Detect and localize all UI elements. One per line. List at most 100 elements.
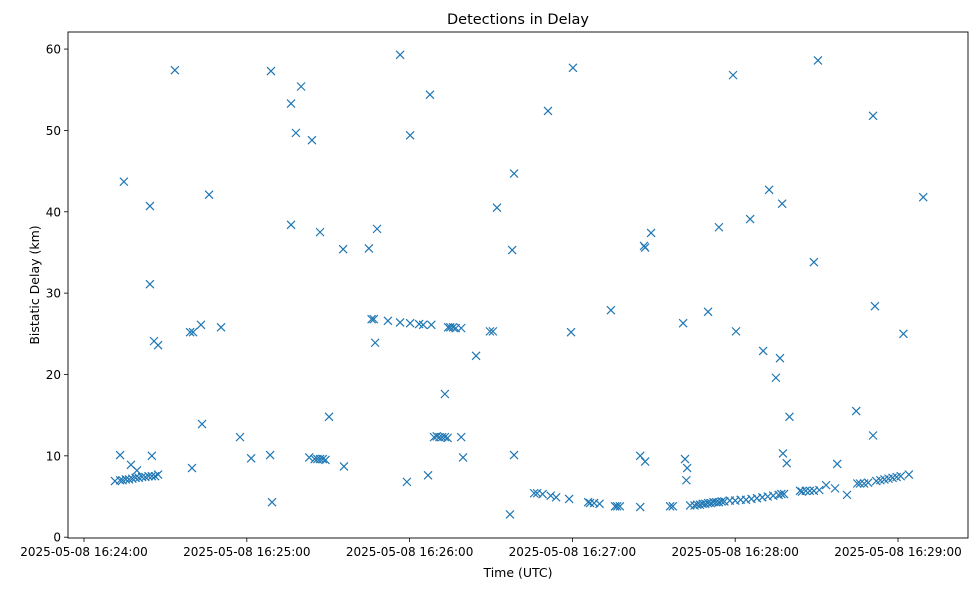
- data-point-marker: [785, 412, 794, 422]
- data-point-marker: [440, 432, 450, 442]
- data-point-marker: [144, 471, 154, 481]
- data-point-marker: [216, 322, 226, 332]
- data-point-marker: [870, 301, 880, 311]
- data-point-marker: [851, 406, 861, 416]
- data-point-marker: [507, 245, 517, 255]
- data-point-marker: [855, 479, 865, 488]
- data-point-marker: [868, 431, 878, 440]
- data-point-marker: [147, 451, 157, 461]
- data-point-marker: [813, 56, 823, 65]
- data-point-marker: [124, 475, 134, 484]
- data-point-marker: [904, 470, 914, 479]
- data-point-marker: [551, 492, 561, 502]
- data-point-marker: [778, 448, 788, 458]
- data-point-marker: [896, 471, 906, 481]
- data-point-marker: [568, 63, 578, 73]
- data-point-marker: [682, 463, 692, 473]
- data-point-marker: [615, 501, 625, 511]
- data-point-marker: [132, 466, 142, 475]
- data-point-marker: [370, 338, 380, 348]
- data-point-marker: [868, 111, 878, 121]
- y-tick-label: 0: [53, 531, 61, 545]
- data-point-marker: [830, 483, 840, 493]
- chart-title: Detections in Delay: [447, 12, 589, 28]
- data-point-marker: [758, 346, 768, 356]
- data-point-marker: [714, 222, 724, 232]
- data-point-marker: [324, 412, 334, 422]
- data-point-marker: [395, 50, 405, 60]
- data-point-marker: [678, 318, 688, 328]
- data-point-marker: [585, 498, 595, 508]
- data-point-marker: [703, 307, 713, 317]
- data-point-marker: [307, 135, 317, 145]
- data-point-marker: [529, 488, 539, 498]
- data-point-marker: [668, 501, 678, 511]
- data-point-marker: [814, 485, 824, 495]
- data-point-marker: [505, 509, 515, 519]
- x-tick-label: 2025-05-08 16:29:00: [834, 545, 961, 559]
- data-point-marker: [291, 128, 301, 138]
- data-point-marker: [267, 497, 277, 507]
- data-point-marker: [801, 486, 811, 496]
- data-point-marker: [635, 502, 645, 512]
- data-point-marker: [538, 489, 547, 499]
- data-point-marker: [564, 494, 574, 504]
- data-point-marker: [745, 214, 755, 224]
- data-point-marker: [265, 450, 275, 460]
- data-point-marker: [338, 244, 348, 254]
- data-point-marker: [443, 433, 453, 443]
- data-point-marker: [595, 499, 604, 509]
- data-point-marker: [640, 243, 650, 253]
- data-point-marker: [188, 327, 198, 337]
- data-point-marker: [296, 82, 306, 91]
- data-point-marker: [405, 130, 415, 140]
- data-point-marker: [367, 314, 377, 324]
- data-point-marker: [423, 470, 433, 480]
- data-point-marker: [612, 501, 622, 511]
- data-point-marker: [731, 326, 741, 336]
- data-point-marker: [771, 373, 781, 383]
- data-point-marker: [286, 99, 296, 109]
- data-point-marker: [286, 220, 296, 230]
- data-point-marker: [665, 501, 675, 511]
- data-point-marker: [426, 320, 436, 330]
- data-point-marker: [119, 177, 129, 187]
- y-tick-label: 20: [46, 368, 61, 382]
- data-point-marker: [546, 491, 556, 501]
- data-point-marker: [456, 323, 466, 333]
- data-point-marker: [383, 316, 393, 326]
- data-point-marker: [364, 243, 374, 253]
- data-point-marker: [728, 70, 738, 80]
- data-point-marker: [646, 228, 656, 238]
- data-point-marker: [458, 453, 468, 462]
- data-point-marker: [395, 317, 405, 327]
- x-axis-ticks: 2025-05-08 16:24:00 2025-05-08 16:25:00 20…: [20, 538, 962, 559]
- data-point-marker: [402, 477, 412, 487]
- data-point-marker: [777, 199, 787, 209]
- data-point-marker: [485, 326, 495, 336]
- data-point-marker: [852, 479, 862, 488]
- data-point-marker: [145, 279, 155, 289]
- data-point-marker: [918, 192, 928, 202]
- data-point-marker: [809, 257, 819, 267]
- data-point-marker: [456, 432, 466, 442]
- data-point-marker: [606, 305, 616, 315]
- data-point-marker: [304, 453, 314, 462]
- data-point-marker: [775, 353, 785, 363]
- data-point-marker: [145, 201, 155, 211]
- data-point-marker: [197, 419, 207, 429]
- data-point-marker: [405, 318, 415, 328]
- data-point-marker: [764, 185, 774, 195]
- x-tick-label: 2025-05-08 16:24:00: [20, 545, 147, 559]
- data-point-marker: [246, 453, 256, 463]
- x-tick-label: 2025-05-08 16:26:00: [346, 545, 473, 559]
- data-point-marker: [471, 351, 481, 361]
- data-point-marker: [842, 490, 852, 500]
- x-tick-label: 2025-05-08 16:28:00: [671, 545, 798, 559]
- data-point-marker: [832, 459, 842, 469]
- data-point-marker: [196, 320, 206, 330]
- data-point-marker: [204, 190, 214, 200]
- data-point-marker: [776, 489, 786, 499]
- y-tick-label: 50: [46, 124, 61, 138]
